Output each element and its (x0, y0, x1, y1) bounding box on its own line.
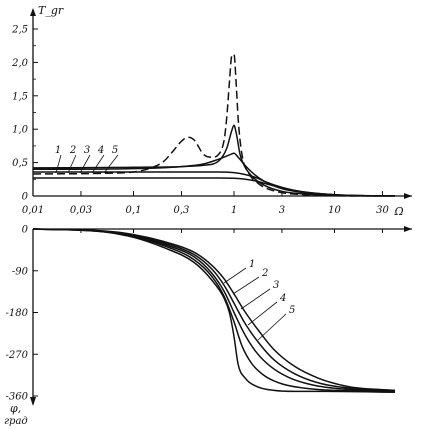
phase-y-tick-label: -360 (6, 392, 29, 403)
x-tick-label: 1 (231, 205, 237, 216)
x-tick-label: 3 (279, 205, 285, 216)
y-tick-label: 0 (22, 192, 29, 203)
group-delay-chart: 0 0,5 1,0 1,5 2,0 2,5 0,01 0,03 0,1 0,3 1 3 10 30 T_g… (11, 4, 412, 218)
phase-axes: 0 -90 -180 -270 -360 (6, 225, 412, 406)
x-tick-label: 30 (376, 205, 389, 216)
group-delay-series (32, 53, 396, 197)
y-axis-arrow (30, 8, 36, 16)
series-label-3: 3 (84, 145, 90, 156)
phase-series-label-3: 3 (273, 280, 279, 291)
phase-series-leader-4 (247, 301, 278, 326)
x-tick-label: 0,01 (22, 205, 44, 216)
phase-y-axis-arrow (30, 397, 36, 406)
phase-y-axis-unit: град (4, 416, 28, 427)
y-tick-label: 1,0 (12, 125, 29, 136)
phase-series (32, 228, 396, 394)
y-tick-label: 1,5 (12, 91, 28, 102)
phase-y-tick-label: -270 (6, 350, 29, 361)
phase-series-label-4: 4 (279, 293, 286, 304)
x-axis-title: Ω (393, 205, 403, 218)
phase-series-line-1 (32, 228, 396, 394)
series-leader-2 (67, 154, 77, 174)
phase-series-leader-3 (240, 288, 271, 310)
phase-y-axis-title: φ, (10, 402, 21, 415)
phase-series-leader-1 (223, 267, 247, 284)
series-leader-5 (103, 154, 119, 174)
phase-series-line-2 (32, 228, 396, 393)
phase-series-line-3 (32, 228, 396, 392)
series-label-2: 2 (69, 145, 76, 156)
series-line-4 (32, 171, 396, 197)
series-line-1 (32, 53, 395, 197)
y-tick-label: 0,5 (12, 158, 28, 169)
group-delay-axes: 0 0,5 1,0 1,5 2,0 2,5 0,01 0,03 0,1 0,3 1 3 10 30 (11, 8, 412, 216)
series-line-5 (33, 177, 396, 197)
phase-series-label-1: 1 (249, 259, 255, 270)
x-tick-label: 10 (328, 205, 341, 216)
phase-y-tick-label: -180 (6, 308, 29, 319)
phase-series-line-5 (32, 228, 396, 392)
x-axis-arrow (404, 193, 412, 199)
x-tick-label: 0,3 (173, 205, 189, 216)
phase-series-label-2: 2 (261, 268, 268, 279)
x-tick-label: 0,03 (70, 205, 92, 216)
series-leader-1 (55, 154, 62, 174)
phase-series-leader-2 (232, 276, 260, 295)
series-leader-3 (79, 154, 91, 174)
phase-series-label-5: 5 (289, 305, 295, 316)
x-tick-label: 0,1 (126, 205, 142, 216)
series-label-4: 4 (97, 145, 104, 156)
phase-x-axis-arrow (404, 226, 412, 232)
series-label-1: 1 (55, 145, 61, 156)
phase-series-line-4 (32, 228, 396, 392)
series-label-5: 5 (112, 145, 118, 156)
phase-y-tick-label: -90 (12, 266, 29, 277)
y-axis-title: T_gr (38, 4, 64, 17)
phase-series-leader-5 (257, 313, 287, 341)
y-tick-label: 2,5 (11, 25, 28, 36)
series-leader-4 (91, 154, 105, 174)
y-tick-label: 2,0 (11, 58, 29, 69)
phase-y-tick-label: 0 (22, 225, 29, 236)
